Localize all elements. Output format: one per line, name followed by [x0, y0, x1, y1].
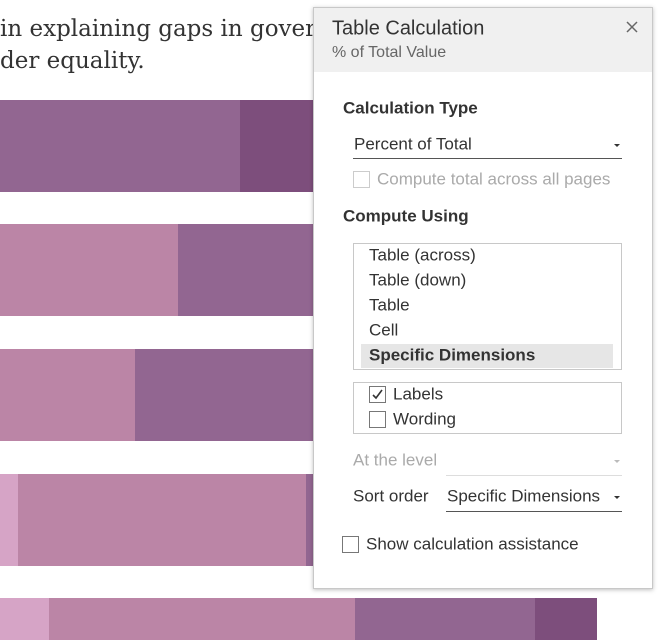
dimension-checklist: Labels Wording [369, 384, 457, 428]
sort-order-dropdown[interactable]: Specific Dimensions [446, 486, 622, 512]
dropdown-arrow [614, 460, 620, 463]
checkbox-box[interactable] [342, 536, 359, 553]
close-icon[interactable] [626, 21, 638, 33]
show-assistance-checkbox[interactable]: Show calculation assistance [342, 534, 579, 553]
sort-order-label: Sort order [353, 486, 429, 505]
viz-text: der equality. [0, 48, 145, 74]
bar-segment [355, 598, 535, 640]
calc-type-dropdown[interactable]: Percent of Total [353, 134, 622, 159]
checkbox-box [353, 171, 370, 188]
dimension-checkbox[interactable]: Wording [369, 409, 457, 428]
bar-segment [18, 474, 306, 566]
bar-segment [49, 598, 355, 640]
compute-using-options: Table (across) Table (down) Table Cell Speci… [361, 245, 613, 368]
bar-segment [178, 224, 313, 316]
bar-segment [535, 598, 597, 640]
bar-segment [240, 100, 313, 192]
checkbox-label[interactable]: Labels [393, 384, 443, 403]
checkbox-label: Compute total across all pages [377, 169, 610, 188]
background-viz: in explaining gaps in gover der equality… [0, 16, 597, 640]
checkbox-label[interactable]: Wording [393, 409, 456, 428]
close-button[interactable] [622, 17, 642, 37]
checkbox-box[interactable] [369, 411, 386, 428]
checkbox-box[interactable] [369, 386, 386, 403]
list-option[interactable]: Table (down) [369, 270, 466, 289]
dialog-title: Table Calculation [332, 17, 484, 39]
at-level-dropdown [446, 460, 622, 476]
selected-highlight [361, 344, 613, 368]
bar-segment [0, 598, 49, 640]
section-label: Calculation Type [343, 98, 478, 117]
dropdown-arrow [614, 144, 620, 147]
bar-segment [135, 349, 313, 441]
dropdown-arrow [614, 496, 620, 499]
list-option[interactable]: Cell [369, 320, 398, 339]
bar-segment [0, 474, 18, 566]
dialog-header [314, 8, 652, 72]
bar-segment [0, 100, 240, 192]
at-level-label: At the level [353, 450, 437, 469]
section-label: Compute Using [343, 206, 469, 225]
dropdown-value[interactable]: Specific Dimensions [447, 486, 600, 505]
viz-text: in explaining gaps in gover [0, 16, 316, 42]
dropdown-value[interactable]: Percent of Total [354, 134, 472, 153]
compute-total-checkbox: Compute total across all pages [353, 169, 610, 188]
bar-segment [0, 224, 178, 316]
list-option[interactable]: Table (across) [369, 245, 476, 264]
bar-segment [0, 349, 135, 441]
checkbox-label[interactable]: Show calculation assistance [366, 534, 579, 553]
dialog: Table Calculation % of Total Value Calcu… [313, 7, 653, 589]
bar-segment [306, 474, 313, 566]
checkmark [372, 389, 383, 400]
dialog-subtitle: % of Total Value [332, 44, 446, 61]
list-option[interactable]: Table [369, 295, 410, 314]
list-option[interactable]: Specific Dimensions [369, 345, 535, 364]
dimension-checkbox[interactable]: Labels [369, 384, 444, 403]
dimension-list [353, 382, 622, 434]
